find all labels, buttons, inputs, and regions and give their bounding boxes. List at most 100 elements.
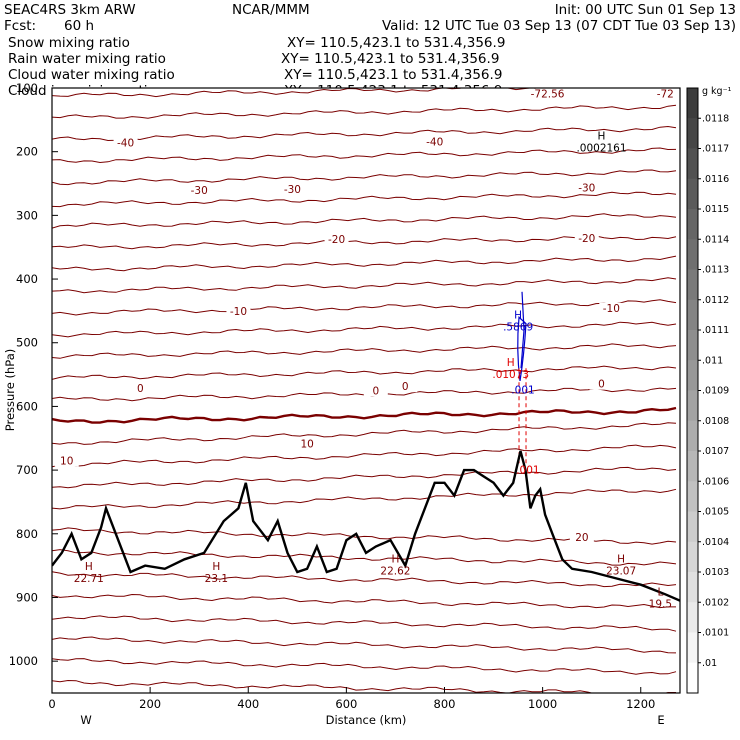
colorbar-tick-label: .011 <box>702 355 723 366</box>
cloud-water-contour <box>517 316 527 382</box>
contour-label-bg <box>226 306 251 318</box>
colorbar-tick-label: .0105 <box>702 507 729 518</box>
field-name: Cloud water mixing ratio <box>8 67 175 83</box>
contour-label: -72.56 <box>531 88 565 100</box>
field-xy: XY= 110.5,423.1 to 531.4,356.9 <box>281 51 499 67</box>
extremum-value: 22.62 <box>380 565 410 577</box>
colorbar-tick-label: .0111 <box>702 325 729 336</box>
isotherm <box>52 593 676 609</box>
contour-label: 20 <box>575 532 588 544</box>
isotherm <box>52 321 677 338</box>
plot-frame <box>51 87 681 694</box>
isotherm <box>52 235 677 250</box>
x-tick-label: 600 <box>335 697 357 711</box>
cloud-water-contour <box>520 291 525 369</box>
y-tick-label: 1000 <box>9 654 38 668</box>
x-axis-label: Distance (km) <box>326 713 407 727</box>
contour-label: -20 <box>578 233 595 245</box>
contour-label: 10 <box>300 439 313 451</box>
extremum-value: .01073 <box>492 369 529 381</box>
mixing-ratio-contours <box>517 291 527 464</box>
extremum-value: 19.5 <box>649 598 672 610</box>
valid-time: Valid: 12 UTC Tue 03 Sep 13 (07 CDT Tue … <box>382 18 736 34</box>
contour-labels: -72.56 -72 -40 -40 -30 -30 -30 -20 -20 -10 -10 0 0 0 0… <box>54 88 678 544</box>
colorbar-swatch <box>687 299 698 331</box>
extremum-value: 22.71 <box>74 573 104 585</box>
extremum-mark: H <box>391 553 399 565</box>
colorbar-tick-label: .0108 <box>702 416 729 427</box>
contour-label: -30 <box>191 185 208 197</box>
init-time: Init: 00 UTC Sun 01 Sep 13 <box>555 2 736 18</box>
isotherm <box>52 615 677 632</box>
terrain-line <box>52 450 680 602</box>
colorbar-swatch <box>687 239 698 270</box>
colorbar-swatch <box>687 360 698 391</box>
colorbar-swatch <box>687 511 698 543</box>
isotherm <box>52 636 677 654</box>
colorbar-swatch <box>687 88 698 119</box>
contour-label-bg <box>128 383 153 395</box>
isotherm <box>52 169 677 186</box>
x-tick-label: 0 <box>48 697 55 711</box>
isotherm <box>52 147 677 164</box>
y-tick-label: 100 <box>16 81 38 95</box>
contour-label: -20 <box>328 234 345 246</box>
colorbar-swatch <box>687 209 698 240</box>
colorbar-swatch <box>687 451 698 482</box>
extremum-mark: L <box>657 586 663 598</box>
x-axis: 0 200 400 600 800 1000 1200 <box>48 687 655 711</box>
extremum-mark: H <box>617 553 625 565</box>
colorbar-tick-label: .0118 <box>702 113 729 124</box>
isotherm <box>52 277 677 294</box>
field-name: Rain water mixing ratio <box>8 51 166 67</box>
extrema-labels: H.0002161H.5869H.01073.001.001H22.71H23.… <box>74 130 672 610</box>
isotherm <box>52 343 677 359</box>
field-name: Snow mixing ratio <box>8 35 130 51</box>
field-xy: XY= 110.5,423.1 to 531.4,356.9 <box>284 67 502 83</box>
colorbar: .0118 .0117 .0116 .0115 .0114 .0113 .0112 .0111… <box>686 87 729 694</box>
colorbar-swatch <box>687 148 698 180</box>
y-axis: 100 200 300 400 500 600 700 800 900 1000 <box>9 81 58 668</box>
x-tick-label: 800 <box>434 697 456 711</box>
fcst-value: 60 h <box>64 18 94 34</box>
contour-label: 0 <box>372 386 379 398</box>
colorbar-tick-label: .0106 <box>702 476 729 487</box>
colorbar-unit: g kg⁻¹ <box>702 86 732 97</box>
isotherm <box>52 88 555 98</box>
contour-label: -40 <box>426 137 443 149</box>
colorbar-tick-label: .0115 <box>702 204 729 215</box>
contour-label-bg <box>574 232 599 244</box>
colorbar-tick-label: .0116 <box>702 174 729 185</box>
isotherm <box>52 549 677 566</box>
colorbar-swatch <box>687 481 698 512</box>
west-label: W <box>80 713 91 727</box>
colorbar-swatch <box>687 178 698 210</box>
contour-label: 0 <box>402 381 409 393</box>
contour-label-bg <box>599 302 624 314</box>
contour-label-bg <box>54 455 79 467</box>
isotherm <box>52 422 677 445</box>
isotherm <box>52 125 677 142</box>
isotherm <box>52 488 677 510</box>
y-tick-label: 600 <box>16 399 38 413</box>
contour-label-bg <box>363 385 388 397</box>
colorbar-swatch <box>687 602 698 633</box>
extremum-mark: H <box>514 309 522 321</box>
extremum-mark: H <box>85 561 93 573</box>
contour-label: -30 <box>578 183 595 195</box>
isotherm <box>52 406 677 424</box>
x-tick-label: 1000 <box>528 697 557 711</box>
contour-label-bg <box>187 185 212 197</box>
extremum-value: .0002161 <box>576 142 626 154</box>
contour-label: -72 <box>657 88 674 100</box>
extremum-mark: H <box>598 130 606 142</box>
colorbar-swatch <box>687 572 698 603</box>
colorbar-swatch <box>687 118 698 149</box>
contour-label-bg <box>589 378 614 390</box>
isotherm <box>52 679 676 693</box>
contour-label: 10 <box>60 456 73 468</box>
y-tick-label: 500 <box>16 336 38 350</box>
isotherm <box>52 571 677 588</box>
org-label: NCAR/MMM <box>232 2 310 18</box>
colorbar-tick-label: .0107 <box>702 446 729 457</box>
